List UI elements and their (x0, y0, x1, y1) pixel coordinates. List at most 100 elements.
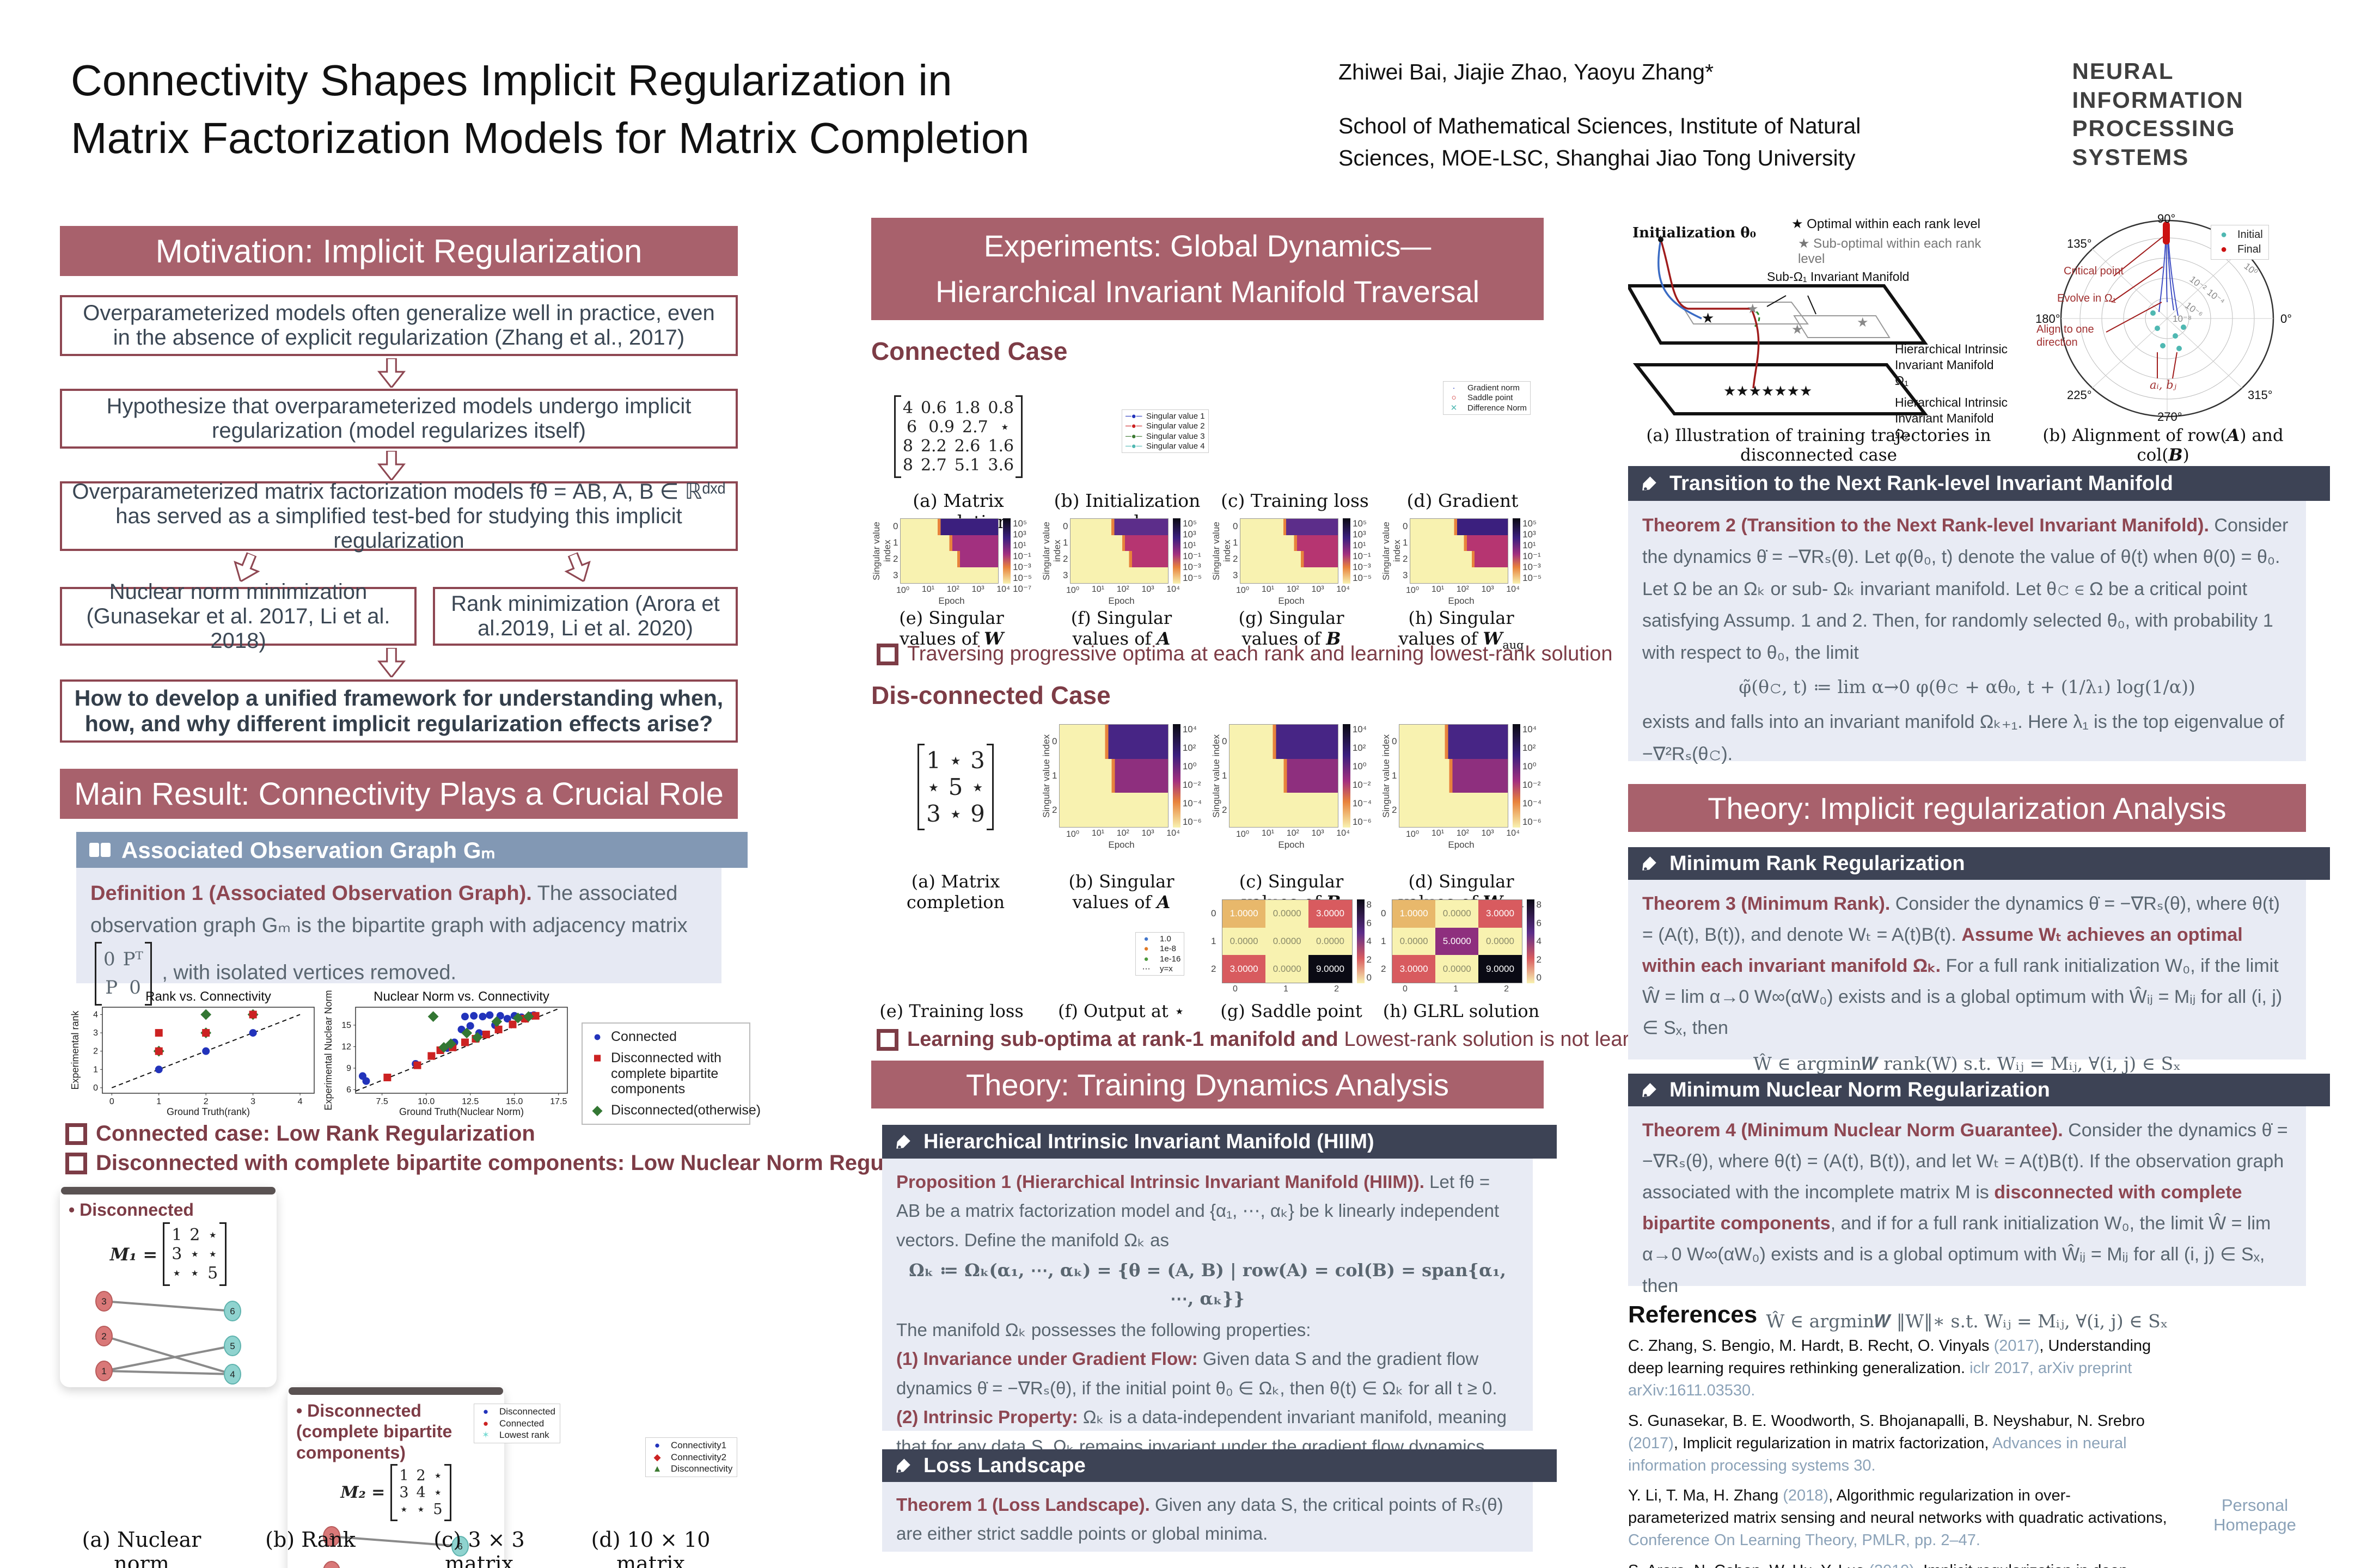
x-tick-label: 2 (204, 1097, 209, 1106)
heatmap-xticks: 10⁰ 10¹ 10² 10³ 10⁴ (896, 585, 1010, 596)
heatmap-xlabel: Epoch (1448, 596, 1475, 606)
heatmap-xlabel: Epoch (1278, 596, 1305, 606)
legend-marker-icon: ● (593, 1029, 602, 1044)
heatmap-band (1071, 551, 1169, 567)
heatmap-grid (1059, 724, 1169, 828)
legend-label: y=x (1160, 964, 1173, 973)
heatmap-index-labels: 0 1 2 3 (1403, 518, 1408, 584)
pen-icon (1642, 476, 1656, 491)
cell-value: 5.0000 (1435, 927, 1479, 955)
legend-marker-icon: ─●─ (1125, 431, 1142, 441)
pattern-legend: ● Disconnected ● Connected ✶ Lowest rank (474, 1404, 561, 1443)
matrix-cell: 2 (189, 1226, 200, 1245)
matrix-cell: ⋆ (926, 773, 941, 800)
example-card-disconnected-complete: • Disconnected (complete bipartite compo… (288, 1387, 504, 1568)
heatmap-band (1410, 567, 1508, 583)
polar-90: 90° (2157, 212, 2176, 225)
matrix-cell: 9 (970, 800, 985, 827)
colorbar-tick: 10⁻⁵ (1013, 573, 1032, 583)
colorbar-tick: 10⁻³ (1183, 562, 1201, 572)
legend-marker-icon: ■ (593, 1050, 602, 1065)
bullet-suboptima: Learning sub-optima at rank-1 manifold a… (877, 1028, 1664, 1051)
matrix-cell: 5 (433, 1501, 443, 1518)
heatmap-ylabel: Singular value index (1381, 522, 1402, 580)
pen-icon (896, 1459, 910, 1473)
x-tick: 10⁰ (1406, 830, 1420, 839)
cell-value: 0.0000 (1265, 900, 1309, 928)
colorbar-tick: 10⁻⁵ (1522, 573, 1542, 583)
left-node (95, 1326, 113, 1346)
m1-line1: Hierarchical Intrinsic (1895, 342, 2008, 356)
index-label: 2 (1392, 805, 1397, 816)
motivation-box2: Hypothesize that overparameterized model… (60, 389, 738, 449)
row-label: 2 (1381, 964, 1386, 975)
legend-marker-icon: ─●─ (1125, 412, 1142, 421)
x-tick: 10² (1456, 585, 1469, 594)
legend-label: 1e-8 (1160, 944, 1177, 954)
matrix-row: 6 0.9 2.7 ⋆ (903, 418, 1014, 437)
matrix-cell: 2.7 (920, 456, 947, 475)
text-segment: (e) Training loss (879, 1001, 1024, 1021)
matrix-row: 1 ⋆ 3 (926, 747, 985, 774)
cell-value: 0.0000 (1308, 927, 1352, 955)
main-result-header: Main Result: Connectivity Plays a Crucia… (60, 769, 738, 819)
heatmap-ylabel: Singular value index (1211, 734, 1221, 818)
theorem2-equation: φ̃(θ𝚌, t) ≔ lim α→0 φ(θ𝚌 + αθ₀, t + (1/λ… (1739, 676, 2195, 698)
matrix-cell: ⋆ (189, 1264, 200, 1283)
text-segment: Consider the dynamics θ̇ = −∇Rₛ(θ), wher… (1642, 1120, 2288, 1203)
y-tick-label: 1 (93, 1065, 98, 1074)
colorbar-labels: 10⁴ 10² 10⁰ 10⁻² 10⁻⁴ 10⁻⁶ (1353, 724, 1372, 828)
x-tick: 10³ (1311, 829, 1324, 838)
x-tick: 10² (1286, 829, 1299, 838)
index-label: 0 (1233, 521, 1238, 531)
legend-label: Singular value 4 (1146, 441, 1205, 451)
text-segment: S. Gunasekar, B. E. Woodworth, S. Bhojan… (1628, 1412, 2145, 1430)
legend-item: ▲ Disconnectivity (650, 1463, 733, 1474)
matrix-row: 3 ⋆ 9 (926, 800, 985, 827)
x-tick: 10¹ (1261, 829, 1275, 838)
text-segment: W (1483, 628, 1503, 649)
colorbar-tick: 10² (1182, 743, 1196, 753)
caption-figure-b: (b) Alignment of row(A) and col(B) (2015, 426, 2311, 465)
title-line2: Matrix Factorization Models for Matrix C… (71, 113, 1030, 162)
legend-label: Difference Norm (1467, 403, 1527, 413)
text-segment: Consider the dynamics θ̇ = −∇Rₛ(θ), wher… (1642, 893, 2280, 946)
text-segment: (f) Singular values of (1071, 608, 1172, 649)
left-node (95, 1361, 113, 1381)
legend-marker-icon: ● (1143, 944, 1149, 954)
heatmap-band (1410, 551, 1508, 567)
matrix-cell: 1 (172, 1226, 182, 1245)
colorbar-tick: 2 (1366, 954, 1372, 965)
col-label: 1 (1453, 984, 1458, 994)
qr-code (2197, 1372, 2313, 1487)
connected-matrix-wrap: 4 0.6 1.8 0.8 6 0.9 2.7 ⋆ 8 2.2 2.6 1.6 8 2.7 5.1 3.6 (877, 388, 1040, 486)
card-matrix-row: M₁ = 1 2 ⋆ 3 ⋆ ⋆ ⋆ ⋆ 5 (60, 1222, 277, 1286)
definition-text: Definition 1 (Associated Observation Gra… (90, 882, 688, 937)
x-tick: 10¹ (1261, 585, 1275, 594)
y-tick-label: 9 (346, 1064, 351, 1073)
text-segment: ) (2182, 445, 2189, 465)
legend-label: Singular value 3 (1146, 431, 1205, 441)
text-segment: , Understanding deep learning requires r… (1628, 1337, 2151, 1377)
legend-item: ─●─ Singular value 4 (1125, 442, 1205, 451)
x-tick: 10² (1116, 829, 1129, 838)
cell-value: 3.0000 (1308, 900, 1352, 928)
heatmap-xlabel: Epoch (1448, 840, 1475, 850)
text-segment: W (983, 628, 1004, 649)
colorbar-tick: 10⁻¹ (1522, 551, 1541, 561)
legend-marker-icon: ● (482, 1418, 489, 1429)
x-tick: 10² (1116, 585, 1129, 594)
colorbar-tick: 10¹ (1013, 540, 1026, 550)
legend-label: Singular value 1 (1146, 412, 1205, 421)
cell-value: 0.0000 (1478, 927, 1522, 955)
minnn-box-title: Minimum Nuclear Norm Regularization (1669, 1078, 2050, 1101)
colorbar-tick: 10⁻⁶ (1522, 817, 1542, 827)
node-label: 6 (230, 1306, 235, 1316)
colorbar (1356, 899, 1365, 983)
matrix-cell: 1 (399, 1467, 409, 1485)
chart-title: Nuclear Norm vs. Connectivity (374, 989, 549, 1004)
matrix-cell: 3 (926, 800, 941, 827)
matrix-cell: 1.8 (954, 399, 981, 418)
